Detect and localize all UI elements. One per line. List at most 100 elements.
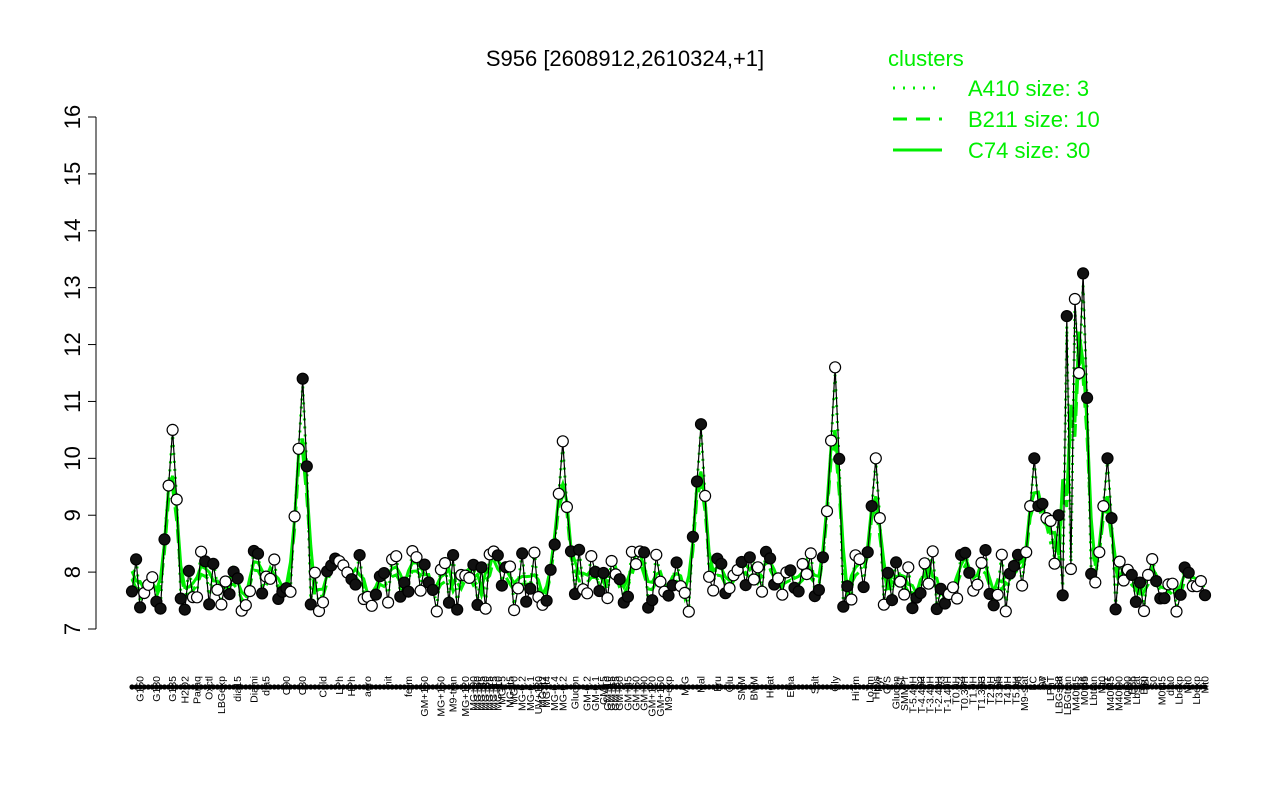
x-tick-label: Sw	[1036, 676, 1048, 691]
x-rug-marker	[166, 684, 172, 690]
data-point	[715, 557, 728, 570]
x-rug-marker	[153, 684, 159, 690]
x-rug-marker	[580, 684, 586, 690]
x-rug-marker	[548, 684, 554, 690]
x-rug-marker	[978, 684, 985, 690]
x-tick-label: M/G	[679, 676, 691, 696]
x-rug-marker	[1039, 684, 1045, 690]
x-rug-marker	[239, 684, 245, 690]
data-point	[902, 561, 915, 574]
legend-entry-label: C74 size: 30	[968, 138, 1090, 163]
data-point	[804, 547, 817, 560]
data-point	[1146, 552, 1159, 566]
data-point	[1182, 566, 1195, 579]
x-tick-label: T0.0H	[950, 676, 962, 705]
main-series-line	[131, 273, 1206, 614]
y-tick-label: 9	[60, 509, 85, 521]
x-rug-marker	[897, 684, 903, 690]
x-rug-marker	[1190, 684, 1196, 690]
data-point	[796, 557, 809, 571]
x-rug-marker	[1043, 684, 1050, 690]
data-point	[1097, 500, 1110, 513]
data-point	[662, 589, 675, 602]
data-point	[995, 548, 1008, 561]
x-rug-marker	[409, 684, 415, 690]
data-point	[231, 572, 244, 585]
data-point	[308, 566, 321, 579]
x-rug-marker	[133, 684, 139, 690]
x-tick-label: Etha	[785, 676, 797, 698]
x-rug-marker	[515, 684, 521, 690]
data-point	[792, 585, 805, 598]
x-rug-marker	[832, 684, 838, 690]
legend-entry-label: B211 size: 10	[968, 107, 1100, 132]
x-tick-label: S7	[1037, 676, 1049, 689]
y-tick-label: 15	[60, 162, 85, 186]
data-point	[1141, 568, 1155, 582]
x-tick-label: GM-0.2	[582, 676, 594, 711]
x-rug-marker	[466, 684, 472, 690]
x-rug-marker	[1129, 684, 1135, 690]
x-rug-marker	[531, 684, 538, 690]
x-rug-marker	[739, 684, 745, 690]
x-rug-marker	[674, 684, 680, 690]
x-tick-label: T1.0H	[968, 676, 980, 705]
data-point	[950, 592, 964, 605]
data-point	[601, 591, 614, 605]
x-tick-label: T5.0H	[1011, 676, 1023, 705]
data-point	[755, 585, 769, 598]
x-tick-label: G/S	[882, 676, 894, 694]
x-tick-label: T-5.40H	[907, 676, 919, 713]
data-point	[1089, 576, 1102, 589]
x-rug-marker	[804, 684, 810, 690]
data-point	[845, 593, 858, 606]
x-rug-marker	[470, 684, 476, 690]
x-rug-marker	[954, 684, 960, 690]
x-tick-label: MG-0.1	[525, 676, 537, 711]
data-point	[959, 546, 972, 560]
x-tick-label: T2.0H	[985, 676, 997, 705]
x-rug-marker	[901, 684, 907, 690]
x-rug-marker	[942, 684, 948, 690]
x-tick-label: MG+t2	[537, 676, 549, 708]
x-rug-marker	[828, 684, 834, 690]
data-point	[1129, 595, 1143, 609]
x-tick-label: H2O2	[179, 676, 191, 704]
x-rug-marker	[226, 684, 233, 690]
x-tick-label: T-1.40H	[942, 676, 954, 713]
data-point	[824, 434, 838, 447]
data-point	[479, 602, 492, 615]
x-tick-label: Glucon	[890, 676, 902, 709]
x-rug-marker	[544, 684, 550, 690]
x-rug-marker	[844, 684, 850, 690]
x-rug-marker	[987, 684, 993, 690]
x-rug-marker	[161, 684, 168, 690]
data-point	[678, 586, 691, 600]
data-point	[1194, 574, 1208, 588]
legend-title: clusters	[888, 46, 964, 71]
x-rug-marker	[974, 684, 981, 690]
x-rug-marker	[1117, 684, 1123, 690]
data-point	[447, 548, 460, 562]
data-point	[207, 557, 220, 571]
data-point	[1166, 577, 1179, 590]
x-rug-marker	[657, 684, 664, 690]
data-point	[211, 583, 224, 596]
data-point	[629, 557, 643, 571]
data-point	[475, 561, 488, 574]
data-point	[581, 587, 594, 600]
legend-entry-label: A410 size: 3	[968, 76, 1089, 101]
x-rug-marker	[535, 684, 542, 690]
x-tick-label: S2	[915, 676, 927, 689]
x-rug-marker	[840, 684, 846, 690]
main-line-path	[131, 273, 1206, 614]
x-tick-label: HiTm	[850, 676, 862, 701]
x-rug-marker	[779, 684, 785, 690]
data-point	[158, 533, 171, 546]
data-point	[698, 489, 712, 502]
x-rug-marker	[267, 684, 273, 690]
y-tick-label: 10	[60, 446, 85, 470]
data-point	[540, 594, 553, 607]
x-rug-marker	[202, 684, 208, 690]
data-point	[593, 584, 606, 598]
